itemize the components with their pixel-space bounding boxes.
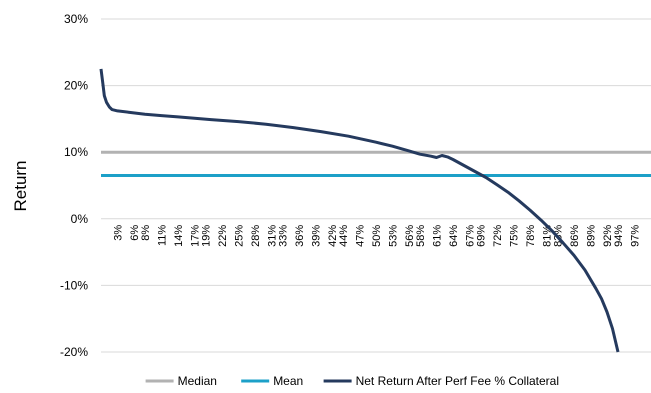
y-tick-label: -20% [60, 345, 88, 359]
x-tick-label: 33% [278, 225, 290, 247]
x-tick-label: 67% [465, 225, 477, 247]
x-tick-label: 11% [157, 225, 169, 246]
y-tick-label: 0% [71, 212, 89, 226]
x-tick-label: 3% [113, 225, 125, 241]
x-tick-label: 19% [201, 225, 213, 247]
x-tick-label: 22% [217, 225, 229, 247]
legend-item: Net Return After Perf Fee % Collateral [323, 374, 559, 388]
x-tick-label: 50% [371, 225, 383, 247]
x-tick-label: 56% [404, 225, 416, 247]
legend-item: Mean [241, 374, 303, 388]
x-tick-label: 36% [294, 225, 306, 247]
x-tick-label: 28% [250, 225, 262, 247]
legend-label: Median [178, 374, 217, 388]
x-tick-label: 78% [525, 225, 537, 247]
x-tick-label: 14% [173, 225, 185, 247]
x-tick-label: 17% [190, 225, 202, 247]
x-tick-label: 42% [327, 225, 339, 247]
x-tick-label: 69% [476, 225, 488, 247]
x-tick-label: 61% [432, 225, 444, 247]
legend-label: Net Return After Perf Fee % Collateral [356, 374, 559, 388]
x-tick-label: 31% [267, 225, 279, 247]
x-tick-label: 72% [492, 225, 504, 247]
y-tick-label: -10% [60, 278, 88, 292]
x-tick-label: 89% [586, 225, 598, 247]
legend-item: Median [145, 374, 217, 388]
x-tick-label: 92% [602, 225, 614, 247]
x-tick-label: 64% [448, 225, 460, 247]
x-tick-label: 97% [630, 225, 642, 247]
series-layer [99, 68, 651, 353]
x-tick-label: 86% [569, 225, 581, 247]
x-tick-label: 44% [338, 225, 350, 247]
x-tick-label: 53% [388, 225, 400, 247]
x-tick-label: 47% [355, 225, 367, 247]
x-tick-label: 8% [140, 225, 152, 241]
x-tick-label: 94% [613, 225, 625, 247]
legend-label: Mean [273, 374, 303, 388]
grid-layer [101, 18, 651, 353]
x-tick-label: 58% [415, 225, 427, 247]
y-tick-label: 30% [64, 12, 88, 26]
legend: Median Mean Net Return After Perf Fee % Co… [145, 374, 559, 388]
x-tick-label: 25% [234, 225, 246, 247]
x-tick-label: 75% [509, 225, 521, 247]
y-axis-title: Return [11, 160, 30, 211]
x-axis-ticks: 3% 6% 8% 11% 14% 17% 19% 22% 25% 28% 31% 33% 36% 39% 4… [113, 225, 642, 247]
net-return-line [99, 68, 620, 353]
y-tick-label: 10% [64, 145, 88, 159]
y-tick-label: 20% [64, 79, 88, 93]
x-tick-label: 39% [311, 225, 323, 247]
y-axis-ticks: 30% 20% 10% 0% -10% -20% [60, 12, 88, 359]
x-tick-label: 6% [129, 225, 141, 241]
